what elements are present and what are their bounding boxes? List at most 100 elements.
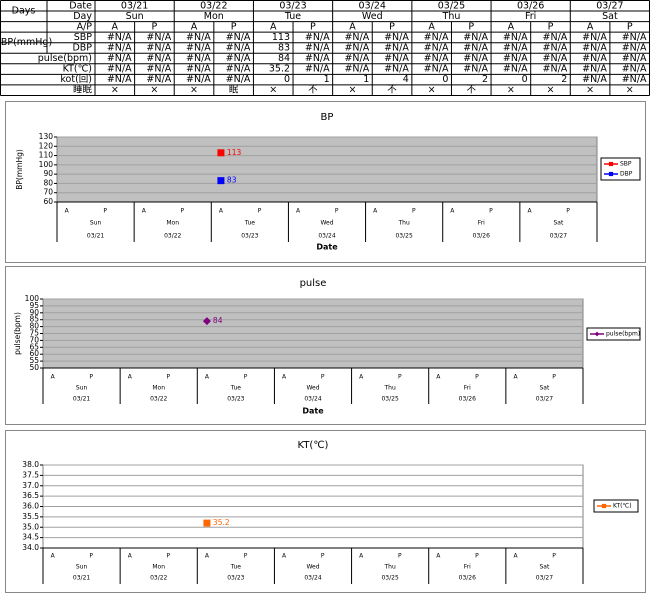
x-group-label: Sun <box>76 564 88 571</box>
legend-label: pulse(bpm) <box>606 331 640 338</box>
x-date-label: 03/25 <box>381 396 398 403</box>
y-tick-label: 60 <box>29 349 39 358</box>
table-cell: #N/A <box>622 42 647 53</box>
table-day: Sun <box>126 11 144 22</box>
x-date-label: 03/22 <box>150 575 167 582</box>
x-group-label: Sun <box>76 385 88 392</box>
x-tick-label: A <box>513 553 518 560</box>
table-cell: #N/A <box>146 64 171 75</box>
x-tick-label: P <box>181 208 185 215</box>
y-axis-label: BP(mmHg) <box>15 149 24 190</box>
x-group-label: Fri <box>478 220 485 227</box>
x-group-label: Mon <box>166 220 179 227</box>
table-day: Thu <box>442 11 461 22</box>
table-ap: P <box>389 21 395 32</box>
table-cell: 0 <box>522 74 528 85</box>
x-date-label: 03/22 <box>164 233 181 240</box>
table-cell: #N/A <box>226 64 251 75</box>
y-tick-label: 100 <box>39 160 54 169</box>
table-ap: A <box>191 21 198 32</box>
x-tick-label: P <box>103 208 107 215</box>
x-group-label: Tue <box>230 385 242 392</box>
table-cell: #N/A <box>186 74 211 85</box>
x-tick-label: P <box>321 553 325 560</box>
table-day: Fri <box>525 11 536 22</box>
legend-label: SBP <box>620 161 632 168</box>
x-tick-label: P <box>89 553 93 560</box>
x-tick-label: A <box>359 553 364 560</box>
table-cell: #N/A <box>424 64 449 75</box>
x-tick-label: P <box>552 374 556 381</box>
table-date: 03/27 <box>596 0 623 11</box>
legend-label: KT(℃) <box>613 503 632 510</box>
x-group-label: Mon <box>152 385 165 392</box>
x-group-label: Thu <box>398 220 410 227</box>
table-cell: #N/A <box>582 53 607 64</box>
table-cell: 84 <box>278 53 290 64</box>
table-cell: × <box>150 85 158 96</box>
y-tick-label: 50 <box>29 363 39 372</box>
x-group-label: Wed <box>306 385 319 392</box>
table-cell: 不 <box>308 85 318 96</box>
table-header-label: Day <box>73 11 92 22</box>
table-cell: 35.2 <box>269 64 290 75</box>
table-cell: #N/A <box>146 53 171 64</box>
x-date-label: 03/23 <box>227 396 244 403</box>
table-cell: #N/A <box>622 32 647 43</box>
table-cell: #N/A <box>107 74 132 85</box>
table-row-label: SBP <box>74 32 93 43</box>
table-cell: #N/A <box>186 53 211 64</box>
y-tick-label: 110 <box>39 151 54 160</box>
x-tick-label: P <box>475 374 479 381</box>
x-tick-label: A <box>513 374 518 381</box>
y-tick-label: 35.5 <box>22 512 39 521</box>
y-tick-label: 37.5 <box>22 470 39 479</box>
table-header-label: A/P <box>77 21 93 32</box>
y-tick-label: 80 <box>29 322 39 331</box>
table-cell: #N/A <box>305 53 330 64</box>
x-date-label: 03/21 <box>87 233 104 240</box>
x-tick-label: A <box>450 208 455 215</box>
table-cell: #N/A <box>305 64 330 75</box>
x-tick-label: P <box>258 208 262 215</box>
table-cell: #N/A <box>344 42 369 53</box>
x-tick-label: P <box>412 208 416 215</box>
x-tick-label: P <box>244 553 248 560</box>
x-date-label: 03/22 <box>150 396 167 403</box>
table-ap: A <box>508 21 515 32</box>
y-tick-label: 37.0 <box>22 481 39 490</box>
table-date: 03/23 <box>279 0 306 11</box>
table-cell: 83 <box>278 42 290 53</box>
table-date: 03/21 <box>121 0 148 11</box>
x-date-label: 03/27 <box>536 575 553 582</box>
y-tick-label: 85 <box>29 315 39 324</box>
table-ap: A <box>428 21 435 32</box>
table-cell: × <box>111 85 119 96</box>
table-cell: × <box>546 85 554 96</box>
y-tick-label: 80 <box>43 178 53 187</box>
chart-title: pulse <box>300 278 327 289</box>
table-cell: #N/A <box>463 32 488 43</box>
x-tick-label: P <box>398 553 402 560</box>
table-cell: 0 <box>284 74 290 85</box>
y-tick-label: 70 <box>29 335 39 344</box>
table-cell: #N/A <box>226 74 251 85</box>
legend-box <box>586 327 641 341</box>
table-cell: 1 <box>363 74 369 85</box>
table-cell: #N/A <box>226 42 251 53</box>
table-cell: #N/A <box>424 53 449 64</box>
table-cell: #N/A <box>463 42 488 53</box>
table-cell: #N/A <box>582 64 607 75</box>
x-tick-label: A <box>219 208 224 215</box>
x-group-label: Thu <box>384 385 396 392</box>
table-cell: × <box>626 85 634 96</box>
data-label: 84 <box>213 316 223 325</box>
x-tick-label: P <box>167 553 171 560</box>
x-tick-label: P <box>489 208 493 215</box>
table-cell: #N/A <box>543 53 568 64</box>
x-date-label: 03/24 <box>304 396 321 403</box>
table-row-label: pulse(bpm) <box>38 53 92 64</box>
x-tick-label: P <box>89 374 93 381</box>
table-cell: #N/A <box>503 53 528 64</box>
